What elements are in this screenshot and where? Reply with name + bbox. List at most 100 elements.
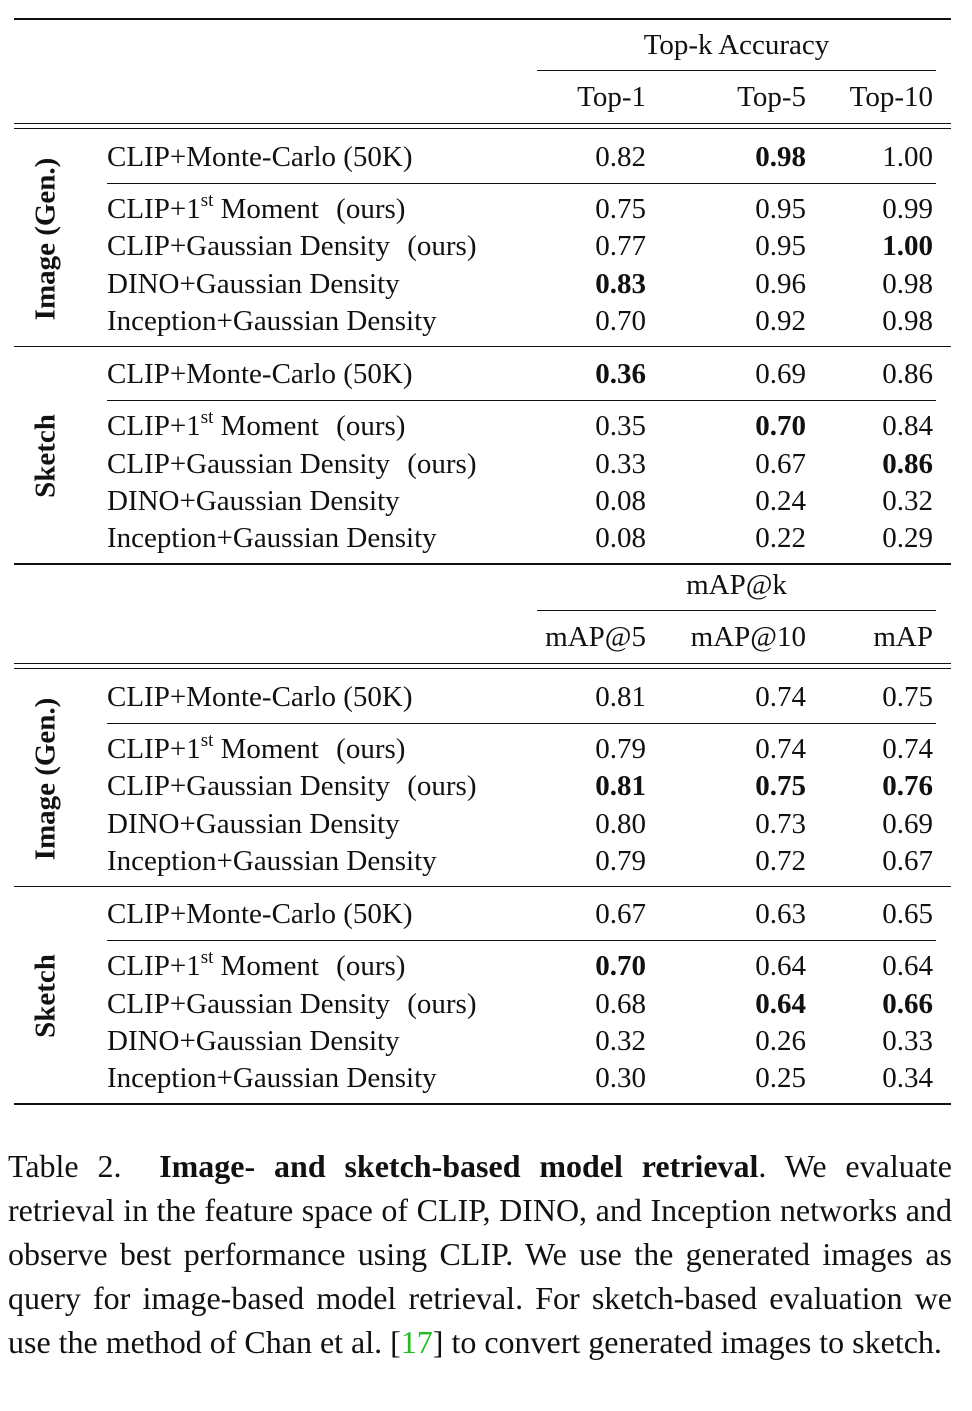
value-cell: 1.00 (882, 141, 933, 173)
method-name: Inception+Gaussian Density (107, 304, 437, 338)
value-cell: 0.95 (755, 230, 806, 263)
ours-tag: (ours) (407, 230, 477, 263)
value-cell: 0.67 (595, 898, 646, 931)
method-text: DINO+Gaussian Density (107, 1024, 400, 1057)
method-name: CLIP+Gaussian Density (ours) (107, 769, 477, 803)
block-separator-rule (14, 886, 951, 888)
value-cell: 0.67 (882, 844, 933, 877)
ours-tag: (ours) (336, 193, 406, 225)
block-label: Image (Gen.) (29, 157, 62, 321)
method-name: CLIP+1st Moment (ours) (107, 947, 405, 987)
method-text: Moment (213, 733, 319, 765)
value-cell: 0.66 (882, 987, 933, 1020)
caption-label: Table 2. (8, 1148, 122, 1184)
value-cell: 0.69 (755, 358, 806, 391)
value-cell: 0.92 (755, 304, 806, 337)
value-cell: 0.76 (882, 770, 933, 803)
value-cell: 0.34 (882, 1062, 933, 1095)
value-cell: 0.29 (882, 522, 933, 555)
value-cell: 0.98 (755, 141, 806, 173)
method-text: Inception+Gaussian Density (107, 1062, 437, 1095)
value-cell: 0.74 (755, 733, 806, 765)
value-cell: 0.08 (595, 522, 646, 555)
superscript: st (200, 730, 214, 751)
method-name: CLIP+Gaussian Density (ours) (107, 229, 477, 263)
value-cell: 0.65 (882, 898, 933, 931)
value-cell: 0.81 (595, 770, 646, 803)
value-cell: 0.26 (755, 1024, 806, 1057)
method-text: DINO+Gaussian Density (107, 807, 400, 840)
value-cell: 0.64 (755, 987, 806, 1020)
method-text: Inception+Gaussian Density (107, 844, 437, 877)
method-text: CLIP+Monte-Carlo (50K) (107, 141, 413, 173)
value-cell: 0.70 (755, 410, 806, 443)
method-text: Inception+Gaussian Density (107, 522, 437, 555)
value-cell: 0.68 (595, 987, 646, 1020)
method-name: CLIP+Gaussian Density (ours) (107, 987, 477, 1021)
column-header: mAP@10 (690, 621, 806, 653)
value-cell: 0.84 (882, 410, 933, 443)
value-cell: 0.74 (882, 733, 933, 765)
baseline-separator (107, 183, 936, 184)
method-name: Inception+Gaussian Density (107, 1061, 437, 1095)
value-cell: 0.73 (755, 807, 806, 840)
ours-tag: (ours) (336, 410, 406, 443)
group-header: mAP@k (686, 569, 787, 601)
superscript: st (200, 190, 214, 211)
method-text: Moment (213, 950, 319, 983)
value-cell: 0.64 (882, 950, 933, 983)
ours-tag: (ours) (407, 770, 477, 803)
value-cell: 0.30 (595, 1062, 646, 1095)
ours-tag: (ours) (407, 447, 477, 480)
header-double-rule-1 (14, 123, 951, 124)
method-text: CLIP+1 (107, 410, 201, 443)
group-header: Top-k Accuracy (643, 29, 830, 61)
method-text: DINO+Gaussian Density (107, 267, 400, 300)
method-text: CLIP+Gaussian Density (107, 447, 390, 480)
value-cell: 0.32 (882, 484, 933, 517)
method-name: CLIP+Monte-Carlo (50K) (107, 680, 413, 714)
value-cell: 0.86 (882, 447, 933, 480)
column-header: mAP (873, 621, 933, 653)
ours-tag: (ours) (407, 987, 477, 1020)
value-cell: 0.75 (595, 193, 646, 225)
method-text: DINO+Gaussian Density (107, 484, 400, 517)
block-label: Sketch (29, 414, 62, 499)
value-cell: 0.83 (595, 267, 646, 300)
value-cell: 0.75 (882, 681, 933, 713)
value-cell: 0.70 (595, 304, 646, 337)
value-cell: 0.64 (755, 950, 806, 983)
value-cell: 1.00 (882, 230, 933, 263)
method-text: CLIP+Monte-Carlo (50K) (107, 681, 413, 713)
method-name: CLIP+Monte-Carlo (50K) (107, 897, 413, 931)
value-cell: 0.98 (882, 304, 933, 337)
method-name: CLIP+Monte-Carlo (50K) (107, 140, 413, 174)
citation-link[interactable]: 17 (400, 1324, 433, 1360)
baseline-separator (107, 723, 936, 724)
value-cell: 0.80 (595, 807, 646, 840)
value-cell: 0.96 (755, 267, 806, 300)
method-text: Moment (213, 193, 319, 225)
column-header: mAP@5 (545, 621, 646, 653)
value-cell: 0.86 (882, 358, 933, 391)
method-text: CLIP+1 (107, 733, 201, 765)
value-cell: 0.33 (595, 447, 646, 480)
method-name: DINO+Gaussian Density (107, 807, 400, 841)
value-cell: 0.74 (755, 681, 806, 713)
header-double-rule-2 (14, 668, 951, 669)
section-bottom-rule (14, 563, 951, 566)
value-cell: 0.79 (595, 844, 646, 877)
header-double-rule-2 (14, 128, 951, 129)
value-cell: 0.35 (595, 410, 646, 443)
value-cell: 0.81 (595, 681, 646, 713)
value-cell: 0.33 (882, 1024, 933, 1057)
value-cell: 0.32 (595, 1024, 646, 1057)
method-name: DINO+Gaussian Density (107, 267, 400, 301)
baseline-separator (107, 940, 936, 942)
caption-title: Image- and sketch-based model retrieval (159, 1148, 759, 1184)
section-bottom-rule (14, 1103, 951, 1106)
method-text: CLIP+Monte-Carlo (50K) (107, 898, 413, 931)
value-cell: 0.79 (595, 733, 646, 765)
value-cell: 0.75 (755, 770, 806, 803)
value-cell: 0.63 (755, 898, 806, 931)
